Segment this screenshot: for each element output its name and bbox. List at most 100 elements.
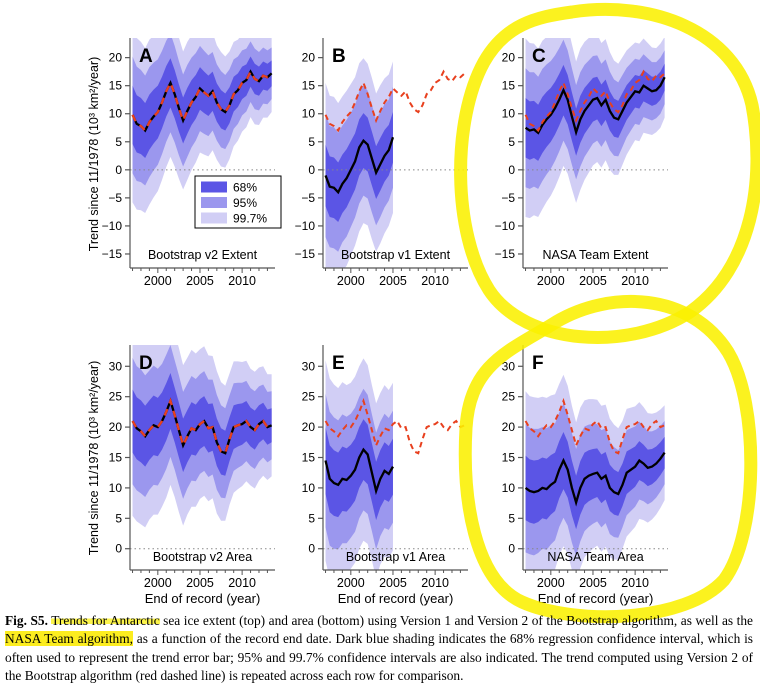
y-tick-label: 30 [302,359,316,373]
reference-line [324,397,466,455]
caption-segment: as a function of the record end date. Da… [5,631,753,684]
y-tick-label: 10 [302,107,316,121]
x-tick-label: 2000 [537,274,565,288]
y-tick-label: 20 [302,51,316,65]
x-tick-label: 2010 [421,274,449,288]
y-tick-label: −15 [295,247,316,261]
y-tick-label: 30 [502,359,516,373]
confidence-bands [132,38,272,214]
caption-segment: NASA Team algorithm, [5,631,134,647]
x-tick-label: 2005 [379,576,407,590]
trend-line [324,136,395,195]
y-tick-label: 20 [302,420,316,434]
x-tick-label: 2005 [579,274,607,288]
y-tick-label: 15 [302,451,316,465]
panel-title: Bootstrap v2 Area [153,550,252,564]
x-tick-label: 2005 [186,576,214,590]
x-tick-label: 2005 [379,274,407,288]
y-tick-label: 25 [502,390,516,404]
y-tick-label: 0 [115,542,122,556]
y-tick-label: 10 [109,481,123,495]
y-tick-label: 15 [302,79,316,93]
y-tick-label: 5 [115,511,122,525]
panel-title: NASA Team Extent [542,248,649,262]
y-tick-label: 10 [502,481,516,495]
legend-label: 68% [233,181,257,195]
y-tick-label: 25 [109,390,123,404]
y-tick-label: 20 [109,51,123,65]
band-68% [132,372,272,476]
x-tick-label: 2005 [186,274,214,288]
y-tick-label: 30 [109,359,123,373]
panel-title: Bootstrap v2 Extent [148,248,258,262]
x-tick-label: 2000 [337,274,365,288]
x-tick-label: 2010 [621,576,649,590]
x-tick-label: 2000 [144,274,172,288]
reference-line [131,69,273,133]
panel-letter: D [139,353,153,374]
y-tick-label: 15 [502,79,516,93]
y-tick-label: 15 [502,451,516,465]
x-tick-label: 2010 [621,274,649,288]
panel-letter: C [532,46,546,67]
y-tick-label: −10 [102,219,123,233]
figure-panel-grid: Trend since 11/1978 (10³ km²/year) Trend… [87,38,668,606]
panel-title: Bootstrap v1 Area [346,550,445,564]
x-tick-label: 2000 [537,576,565,590]
x-axis-label: End of record (year) [338,591,454,606]
panel-d-bootstrap-v2-area-chart: 0 5 10 15 20 25 30 2000 2005 2010 D Bootstrap v2 Ar… [109,345,275,606]
y-tick-label: 15 [109,79,123,93]
legend-label: 99.7% [233,212,267,226]
x-axis-label: End of record (year) [538,591,654,606]
x-tick-label: 2005 [579,576,607,590]
y-tick-label: 0 [508,542,515,556]
y-tick-label: 10 [302,481,316,495]
x-axis-label: End of record (year) [145,591,261,606]
confidence-bands [325,358,393,570]
y-tick-label: −15 [495,247,516,261]
y-tick-label: 5 [115,135,122,149]
panel-letter: F [532,353,544,374]
panel-a-bootstrap-v2-extent-chart: −15 −10 −5 0 5 10 15 20 2000 2005 2010 A Bootstrap v… [102,38,282,288]
band-68% [132,56,272,159]
y-tick-label: 0 [508,163,515,177]
y-tick-label: 0 [308,163,315,177]
y-tick-label: −10 [295,219,316,233]
panel-letter: A [139,46,153,67]
x-tick-label: 2000 [144,576,172,590]
legend-swatch [201,212,227,224]
y-tick-label: −5 [501,191,515,205]
y-tick-label: 0 [115,163,122,177]
panel-letter: B [332,46,346,67]
y-tick-label: 25 [302,390,316,404]
y-tick-label: 20 [502,420,516,434]
reference-line [324,69,466,133]
y-tick-label: 5 [508,135,515,149]
caption-segment: Fig. S5. [5,613,48,628]
panel-e-bootstrap-v1-area-chart: 0 5 10 15 20 25 30 2000 2005 2010 E Bootstrap v1 Ar… [302,345,468,606]
panel-title: NASA Team Area [547,550,643,564]
y-tick-label: −10 [495,219,516,233]
x-tick-label: 2010 [228,576,256,590]
caption-segment: Trends for Antarctic [51,613,160,628]
panel-b-bootstrap-v1-extent-chart: −15 −10 −5 0 5 10 15 20 2000 2005 2010 B Bootstrap v… [295,38,468,288]
y-tick-label: 20 [502,51,516,65]
legend: 68%95% 99.7% [194,175,282,229]
figure-caption: Fig. S5. Trends for Antarctic sea ice ex… [5,612,753,685]
caption-segment: sea ice extent (top) and area (bottom) u… [159,613,753,628]
band-68% [325,419,393,521]
y-tick-label: 5 [508,511,515,525]
confidence-bands [325,58,393,268]
panel-c-nasa-team-extent-chart: −15 −10 −5 0 5 10 15 20 2000 2005 2010 C NASA Team E… [495,38,668,288]
y-tick-label: 5 [308,511,315,525]
panel-title: Bootstrap v1 Extent [341,248,451,262]
x-tick-label: 2010 [228,274,256,288]
legend-swatch [201,197,227,208]
y-tick-label: −5 [301,191,315,205]
legend-label: 95% [233,196,257,210]
confidence-bands [132,345,272,528]
x-tick-label: 2010 [421,576,449,590]
panel-letter: E [332,353,345,374]
y-tick-label: 20 [109,420,123,434]
y-tick-label: 5 [308,135,315,149]
